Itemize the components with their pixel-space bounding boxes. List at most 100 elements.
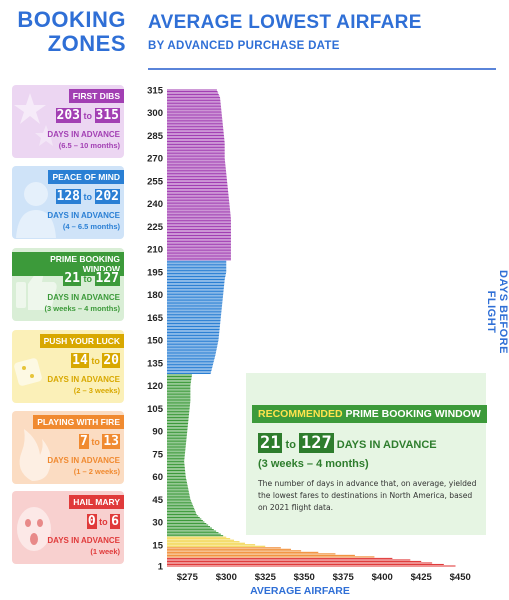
y-tick-label: 30 [152,518,163,529]
fare-bar [167,344,218,346]
fare-bar [167,231,231,234]
fare-bar [167,372,211,375]
fare-bar [167,457,185,459]
flame-icon [19,429,51,481]
fare-bar [167,324,221,326]
fare-bar [167,268,227,270]
fare-bar [167,260,227,262]
zone-advance-label: DAYS IN ADVANCE [47,211,120,220]
y-tick-label: 135 [147,358,164,369]
fare-bar [167,529,214,531]
zone-duration: (6.5 – 10 months) [58,141,120,150]
fare-bar [167,297,223,299]
fare-bar [167,383,191,385]
booking-zones-title: BOOKING ZONES [8,8,126,56]
fare-bar [167,488,189,490]
fare-bar [167,116,223,118]
fare-bar [167,286,224,288]
fare-bar [167,353,216,355]
fare-bar [167,333,220,335]
x-axis-label: AVERAGE AIRFARE [250,585,350,597]
fare-bar [167,465,185,467]
fare-bar [167,371,212,373]
fare-bar [167,218,231,220]
thumbs-up-icon [16,267,57,310]
fare-bar [167,486,188,488]
fare-bar [167,165,226,167]
fare-bar [167,442,187,444]
fare-bar [167,275,226,277]
fare-bar [167,309,222,311]
fare-bar [167,313,222,315]
fare-bar [167,469,186,472]
fare-bar [167,385,191,387]
fare-bar [167,533,221,535]
fare-bar [167,403,191,405]
fare-bar [167,545,266,547]
fare-bar [167,266,227,268]
fare-bar [167,124,223,126]
fare-bar [167,225,231,227]
fare-bar [167,118,223,120]
fare-bar [167,148,225,150]
fare-bar [167,257,231,259]
callout-range-to: 127 [299,433,334,453]
fare-bar [167,504,193,506]
zone-card-first-dibs: FIRST DIBS 203 to 315 DAYS IN ADVANCE (6… [12,85,124,158]
y-tick-label: 105 [147,404,164,415]
fare-bar [167,413,189,415]
fare-bar [167,466,185,468]
y-tick-label: 270 [147,154,163,165]
fare-bar [167,104,221,106]
zone-range-to-word: to [83,192,93,202]
fare-bar [167,272,226,274]
fare-bar [167,512,197,514]
fare-bar [167,516,200,519]
fare-bar [167,513,197,515]
fare-bar [167,350,217,352]
fare-bar [167,354,216,356]
fare-bar [167,304,223,306]
fare-bar [167,281,225,284]
fare-bar [167,136,225,138]
bars-layer [167,89,456,567]
fare-bar [167,209,231,211]
zone-card-hail-mary: HAIL MARY 0 to 6 DAYS IN ADVANCE (1 week… [12,491,124,564]
fare-bar [167,339,219,341]
fare-bar [167,154,225,156]
zone-range-to: 20 [102,353,120,368]
x-tick-label: $375 [333,572,355,583]
callout-highlight: RECOMMENDED [258,408,343,420]
fare-bar [167,224,231,226]
y-tick-label: 75 [152,449,163,460]
y-tick-label: 45 [152,495,163,506]
fare-bar [167,219,231,221]
fare-bar [167,265,227,267]
zone-range-from: 203 [55,108,81,123]
fare-bar [167,244,231,246]
fare-bar [167,345,218,347]
zone-duration: (1 – 2 weeks) [73,467,120,476]
callout-duration: (3 weeks – 4 months) [258,458,369,470]
recommended-callout [246,373,486,535]
fare-bar [167,94,219,96]
fare-bar [167,168,226,170]
zone-range-to: 315 [94,108,120,123]
fare-bar [167,539,235,541]
fare-bar [167,203,230,205]
fare-bar [167,241,231,243]
fare-bar [167,198,229,200]
fare-bar [167,180,228,182]
fare-bar [167,103,221,105]
fare-bar [167,377,192,379]
zone-range: 21 to 127 [63,271,120,286]
zone-advance-label: DAYS IN ADVANCE [47,130,120,139]
zone-range-to-word: to [83,274,93,284]
fare-bar [167,374,192,376]
x-ticks-layer: $275 $300 $325 $350 $375 $400 $425 $450 [177,572,471,583]
zone-range: 7 to 13 [78,434,120,449]
fare-bar [167,435,187,437]
fare-bar [167,495,190,497]
fare-bar [167,307,222,309]
fare-bar [167,510,196,512]
